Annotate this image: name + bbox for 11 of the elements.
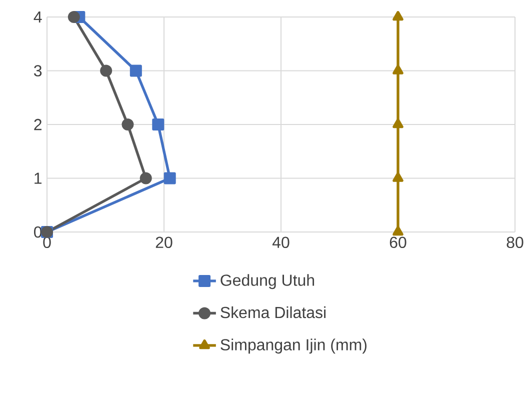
x-tick-label: 40: [272, 236, 290, 248]
x-tick-label: 60: [390, 236, 406, 248]
y-tick-label: 3: [34, 65, 42, 76]
x-tick-label: 80: [506, 236, 524, 248]
y-tick-label: 4: [34, 12, 42, 23]
legend-label: Gedung Utuh: [220, 274, 314, 290]
y-tick-label: 2: [34, 118, 42, 130]
legend-label: Skema Dilatasi: [220, 306, 326, 318]
legend-label: Simpangan Ijin (mm): [220, 338, 366, 354]
y-tick-label: 1: [34, 172, 42, 184]
x-tick-label: 20: [156, 236, 172, 248]
